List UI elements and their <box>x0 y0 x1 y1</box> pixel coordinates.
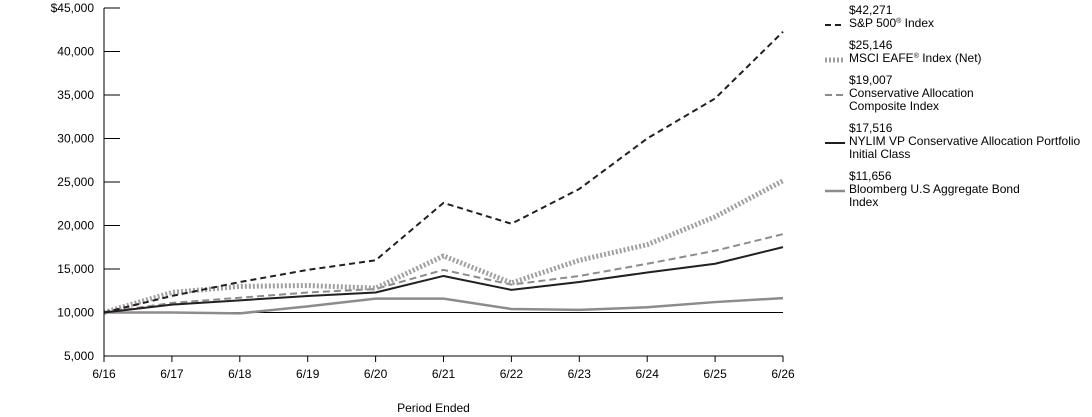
y-tick-label: 10,000 <box>57 306 94 320</box>
legend-item: $42,271 S&P 500® Index <box>825 4 1085 30</box>
y-tick-label: 5,000 <box>64 349 94 363</box>
y-tick-label: 25,000 <box>57 175 94 189</box>
x-tick-label: 6/16 <box>92 367 116 381</box>
legend-swatch <box>825 57 845 63</box>
legend-item: $17,516 NYLIM VP Conservative Allocation … <box>825 122 1085 161</box>
x-tick-label: 6/21 <box>432 367 456 381</box>
legend-series-name: MSCI EAFE® Index (Net) <box>849 51 982 65</box>
y-tick-label: 40,000 <box>57 45 94 59</box>
legend-end-value: $25,146 <box>849 38 893 52</box>
x-tick-label: 6/23 <box>568 367 592 381</box>
legend-swatch <box>825 94 845 96</box>
legend-end-value: $19,007 <box>849 73 893 87</box>
legend-series-name: S&P 500® Index <box>849 16 935 30</box>
x-tick-label: 6/24 <box>636 367 660 381</box>
x-tick-label: 6/17 <box>160 367 184 381</box>
legend: $42,271 S&P 500® Index $25,146 MSCI EAFE® I… <box>825 4 1085 218</box>
legend-swatch <box>825 142 845 144</box>
legend-item: $25,146 MSCI EAFE® Index (Net) <box>825 39 1085 65</box>
x-tick-label: 6/26 <box>771 367 795 381</box>
y-tick-label: 20,000 <box>57 219 94 233</box>
y-tick-label: 35,000 <box>57 88 94 102</box>
legend-end-value: $17,516 <box>849 121 893 135</box>
y-tick-label: $45,000 <box>51 1 95 15</box>
legend-end-value: $42,271 <box>849 3 893 17</box>
y-tick-label: 15,000 <box>57 262 94 276</box>
y-axis-ticks: 5,000 10,000 15,000 20,000 25,000 30,000 35,00… <box>51 1 120 363</box>
x-tick-label: 6/22 <box>500 367 524 381</box>
legend-item: $11,656 Bloomberg U.S Aggregate Bond Inde… <box>825 170 1085 209</box>
series-line-2 <box>103 233 784 314</box>
legend-end-value: $11,656 <box>849 169 892 183</box>
legend-swatch <box>825 189 845 193</box>
series-line-1 <box>103 178 785 315</box>
legend-series-name: Bloomberg U.S Aggregate Bond Index <box>849 182 1020 209</box>
series-line-0 <box>103 31 784 314</box>
x-tick-label: 6/20 <box>364 367 388 381</box>
x-tick-label: 6/19 <box>296 367 320 381</box>
series-line-4 <box>104 296 784 315</box>
x-axis-ticks: 6/16 6/17 6/18 6/19 6/20 6/21 6/22 6/23 6/24 6/25… <box>92 356 795 381</box>
series-line-3 <box>103 246 784 314</box>
legend-series-name: NYLIM VP Conservative Allocation Portfol… <box>849 134 1081 161</box>
series-lines <box>103 31 785 315</box>
legend-swatch <box>825 24 845 26</box>
x-tick-label: 6/25 <box>703 367 727 381</box>
legend-series-name: Conservative Allocation Composite Index <box>849 86 974 113</box>
legend-item: $19,007 Conservative Allocation Composite… <box>825 74 1085 113</box>
x-axis-title: Period Ended <box>397 401 470 415</box>
y-tick-label: 30,000 <box>57 132 94 146</box>
x-tick-label: 6/18 <box>228 367 252 381</box>
